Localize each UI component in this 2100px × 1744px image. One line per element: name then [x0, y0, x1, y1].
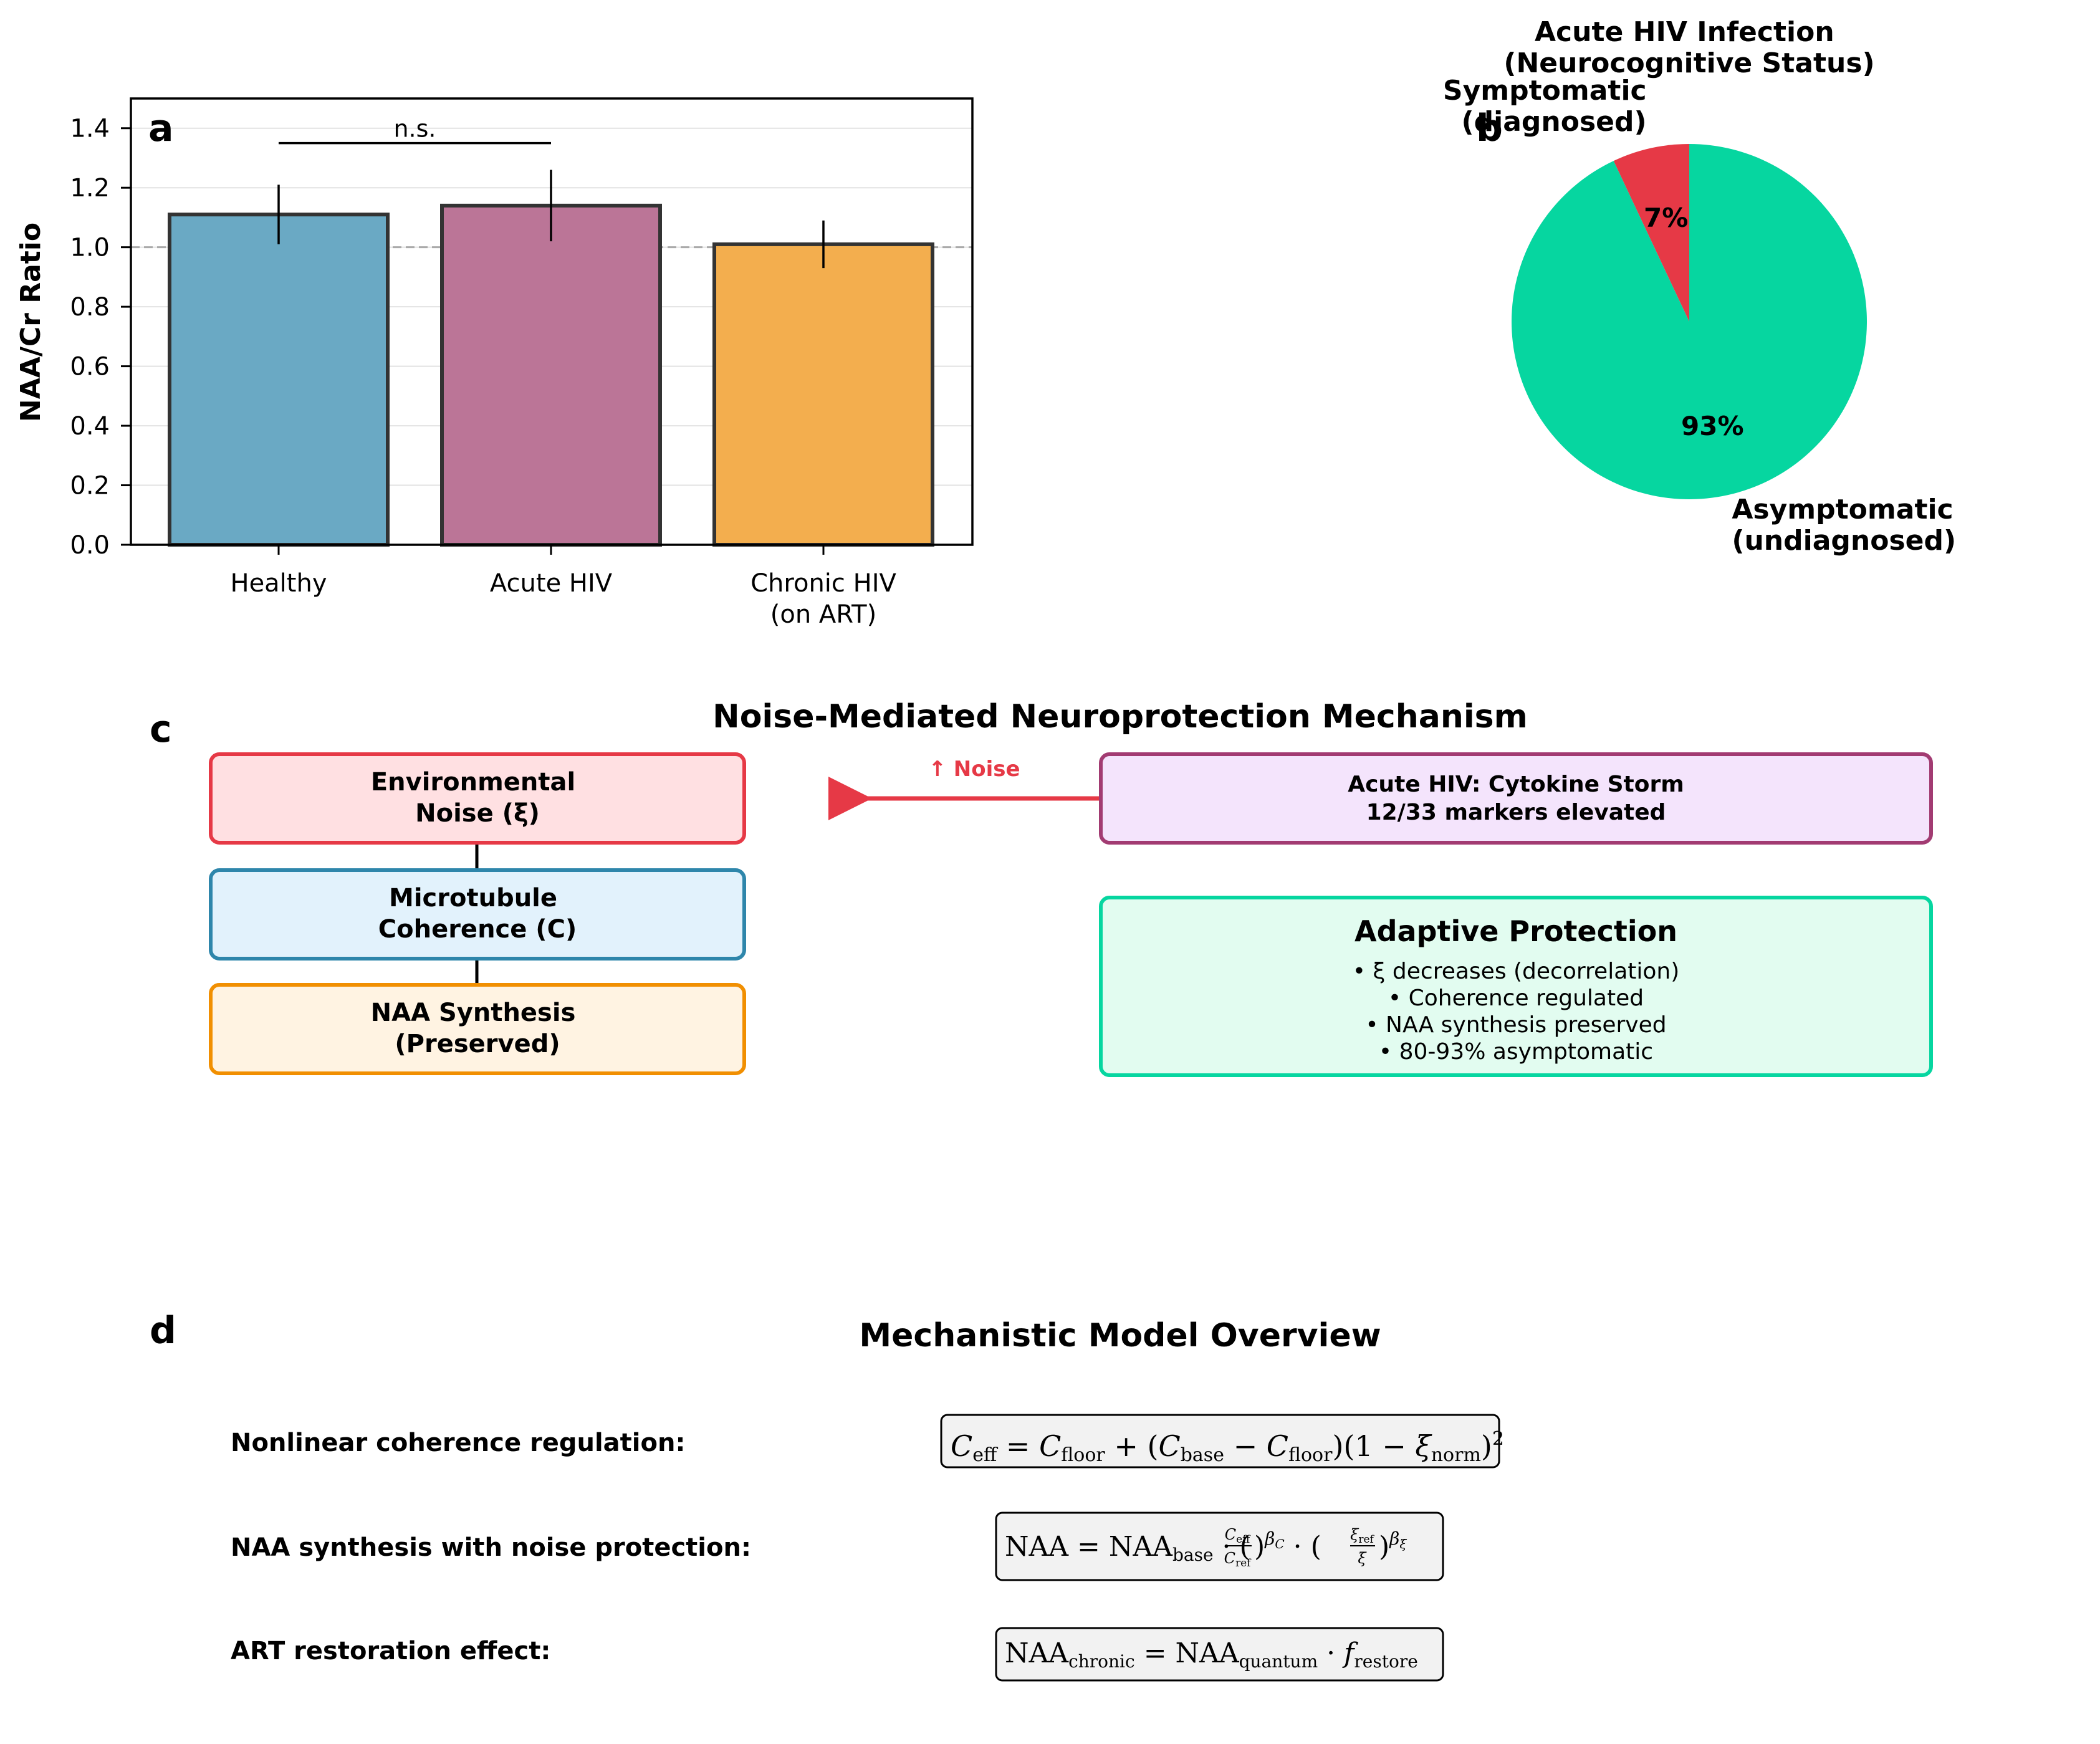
x-tick-label: Healthy — [230, 569, 327, 598]
svg-text:ξref: ξref — [1350, 1526, 1374, 1546]
cytokine-storm-detail: 12/33 markers elevated — [1366, 800, 1666, 825]
environmental-noise-text: Environmental Noise (ξ) — [371, 768, 584, 828]
panel-label-b: b — [1476, 107, 1503, 150]
y-axis-label: NAA/Cr Ratio — [15, 223, 47, 422]
y-tick-label: 1.4 — [70, 115, 110, 143]
equation-coherence: Ceff = Cfloor + (Cbase − Cfloor)(1 − ξno… — [940, 1414, 1504, 1469]
y-tick-label: 1.2 — [70, 174, 110, 203]
pie-slice-label: Symptomatic (diagnosed) — [1443, 75, 1647, 138]
svg-text:Ceff = Cfloor + (Cbase − Cfloo: Ceff = Cfloor + (Cbase − Cfloor)(1 − ξno… — [951, 1428, 1504, 1466]
y-tick-label: 0.8 — [70, 293, 110, 322]
svg-text:)βC · (: )βC · ( — [1254, 1528, 1321, 1563]
bar — [712, 242, 934, 547]
x-tick-label: Chronic HIV (on ART) — [750, 569, 896, 629]
pie-slice — [1613, 144, 1689, 322]
svg-text:Ceff: Ceff — [1225, 1526, 1251, 1546]
pie-percent-label: 93% — [1681, 411, 1744, 441]
pie-slice — [1512, 144, 1867, 499]
panel-label-d: d — [150, 1309, 176, 1353]
pie-title: Acute HIV Infection (Neurocognitive Stat… — [1503, 16, 1874, 79]
microtubule-coherence-text: Microtubule Coherence (C) — [378, 884, 577, 944]
adaptive-protection-box — [1099, 896, 1933, 1077]
protection-item: • Coherence regulated — [1388, 985, 1644, 1011]
pie-percent-label: 7% — [1644, 203, 1688, 233]
environmental-noise-box — [209, 752, 746, 845]
adaptive-protection-title: Adaptive Protection — [1354, 914, 1677, 948]
naa-synthesis-text: NAA Synthesis (Preserved) — [371, 999, 585, 1058]
protection-item: • ξ decreases (decorrelation) — [1353, 959, 1680, 984]
panel-label-c: c — [150, 707, 172, 751]
noise-arrow-label: ↑ Noise — [928, 757, 1020, 782]
model-title: Mechanistic Model Overview — [859, 1317, 1381, 1354]
bar — [168, 213, 390, 547]
cytokine-storm-box — [1099, 752, 1933, 845]
panel-label-a: a — [148, 107, 174, 150]
cytokine-storm-title: Acute HIV: Cytokine Storm — [1348, 772, 1684, 797]
microtubule-coherence-box — [209, 868, 746, 961]
naa-synthesis-box — [209, 983, 746, 1075]
model-row-label: Nonlinear coherence regulation: — [231, 1429, 685, 1457]
model-row-label: ART restoration effect: — [231, 1637, 550, 1665]
y-tick-label: 0.2 — [70, 472, 110, 501]
svg-text:ξ: ξ — [1358, 1550, 1367, 1567]
pie-chart: Acute HIV Infection (Neurocognitive Stat… — [1443, 16, 1956, 557]
svg-text:NAA = NAAbase · (: NAA = NAAbase · ( — [1005, 1531, 1250, 1565]
protection-item: • 80-93% asymptomatic — [1379, 1039, 1653, 1065]
equation-naa: NAA = NAAbase · ( Ceff Cref )βC · ( ξref… — [995, 1512, 1444, 1581]
model-overview: d Mechanistic Model Overview Nonlinear c… — [150, 1309, 1504, 1682]
model-row-label: NAA synthesis with noise protection: — [231, 1533, 751, 1562]
y-tick-label: 0.0 — [70, 531, 110, 560]
x-tick-label: Acute HIV — [490, 569, 613, 598]
pie-slice-label: Asymptomatic (undiagnosed) — [1732, 494, 1956, 557]
mechanism-title: Noise-Mediated Neuroprotection Mechanism — [712, 698, 1528, 735]
y-tick-label: 1.0 — [70, 234, 110, 262]
svg-text:Cref: Cref — [1224, 1550, 1252, 1569]
mechanism-diagram: c Noise-Mediated Neuroprotection Mechani… — [150, 698, 1933, 1077]
bar — [440, 203, 662, 547]
equation-art: NAAchronic = NAAquantum · frestore — [995, 1627, 1444, 1682]
y-tick-label: 0.6 — [70, 353, 110, 381]
bar-chart: 0.0 0.2 0.4 0.6 0.8 1.0 1.2 1.4 Healthy Acute HI… — [15, 97, 974, 629]
y-tick-label: 0.4 — [70, 412, 110, 441]
protection-item: • NAA synthesis preserved — [1365, 1012, 1666, 1038]
significance-label: n.s. — [393, 115, 436, 143]
